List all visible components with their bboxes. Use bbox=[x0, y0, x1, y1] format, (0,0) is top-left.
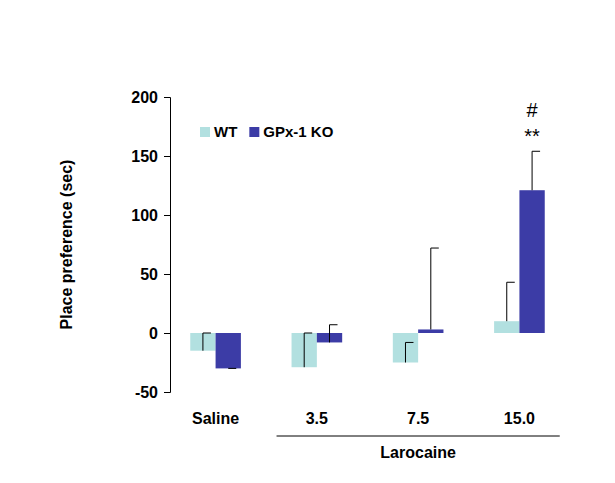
y-tick-label: 150 bbox=[131, 148, 158, 165]
error-bar-cap bbox=[228, 368, 236, 369]
error-bar-cap bbox=[507, 282, 515, 283]
bar bbox=[393, 333, 418, 363]
error-bar-stem bbox=[430, 248, 431, 329]
y-tick: 150 bbox=[131, 148, 170, 165]
y-axis: -50 0 50 100 150 200 bbox=[131, 89, 170, 401]
group-label: Larocaine bbox=[380, 444, 456, 461]
y-tick-label: -50 bbox=[135, 384, 158, 401]
error-bar bbox=[228, 368, 236, 369]
legend-item: WT bbox=[200, 123, 237, 140]
bar bbox=[216, 333, 241, 368]
plot: -50 0 50 100 150 200 Saline 3.5 7.5 15.0 Larocaine… bbox=[131, 89, 559, 461]
y-tick-label: 100 bbox=[131, 207, 158, 224]
x-tick-label: 3.5 bbox=[306, 410, 328, 427]
y-tick-mark bbox=[164, 156, 170, 157]
x-tick-label: Saline bbox=[192, 410, 239, 427]
error-bar bbox=[431, 248, 439, 329]
legend-item: GPx-1 KO bbox=[249, 123, 333, 140]
legend-swatch bbox=[249, 127, 259, 137]
error-bar bbox=[330, 325, 338, 343]
x-tick-label: 15.0 bbox=[504, 410, 535, 427]
error-bar-cap bbox=[431, 248, 439, 249]
y-tick: -50 bbox=[135, 384, 170, 401]
error-bar bbox=[532, 151, 540, 190]
legend-label: GPx-1 KO bbox=[263, 123, 333, 140]
y-axis-line bbox=[164, 98, 171, 393]
error-bar bbox=[203, 333, 211, 351]
series bbox=[216, 151, 545, 368]
y-tick-mark bbox=[164, 392, 170, 393]
error-bar-cap bbox=[203, 333, 211, 334]
error-bar bbox=[405, 342, 413, 362]
group-line bbox=[277, 436, 560, 437]
bar bbox=[519, 190, 544, 333]
legend-label: WT bbox=[214, 123, 237, 140]
bars bbox=[190, 151, 544, 368]
y-tick-mark bbox=[164, 333, 170, 334]
x-tick-label: 7.5 bbox=[407, 410, 429, 427]
y-tick-mark bbox=[164, 274, 170, 275]
y-tick: 100 bbox=[131, 207, 170, 224]
y-tick-label: 50 bbox=[140, 266, 158, 283]
y-tick: 200 bbox=[131, 89, 170, 106]
error-bar-cap bbox=[330, 324, 338, 325]
legend: WT GPx-1 KO bbox=[200, 123, 334, 140]
error-bar-stem bbox=[202, 333, 203, 351]
error-bar-cap bbox=[532, 151, 540, 152]
bar bbox=[494, 321, 519, 333]
y-tick: 50 bbox=[140, 266, 170, 283]
y-tick-mark bbox=[164, 97, 170, 98]
error-bar-cap bbox=[304, 333, 312, 334]
error-bar bbox=[507, 282, 515, 321]
y-tick: 0 bbox=[149, 325, 170, 342]
annotation: ** bbox=[524, 125, 540, 147]
annotation: # bbox=[527, 99, 539, 121]
chart: -50 0 50 100 150 200 Saline 3.5 7.5 15.0 Larocaine… bbox=[0, 0, 615, 483]
error-bar bbox=[304, 333, 312, 367]
bar bbox=[418, 329, 443, 333]
error-bar-stem bbox=[532, 151, 533, 190]
error-bar-stem bbox=[405, 342, 406, 362]
y-tick-mark bbox=[164, 215, 170, 216]
y-tick-label: 0 bbox=[149, 325, 158, 342]
error-bar-cap bbox=[405, 342, 413, 343]
legend-swatch bbox=[200, 127, 210, 137]
error-bar-stem bbox=[506, 282, 507, 321]
error-bar-stem bbox=[304, 333, 305, 367]
y-axis-title: Place preference (sec) bbox=[58, 160, 75, 330]
bar bbox=[292, 333, 317, 367]
error-bar-stem bbox=[329, 325, 330, 343]
bar bbox=[190, 333, 215, 351]
y-tick-label: 200 bbox=[131, 89, 158, 106]
